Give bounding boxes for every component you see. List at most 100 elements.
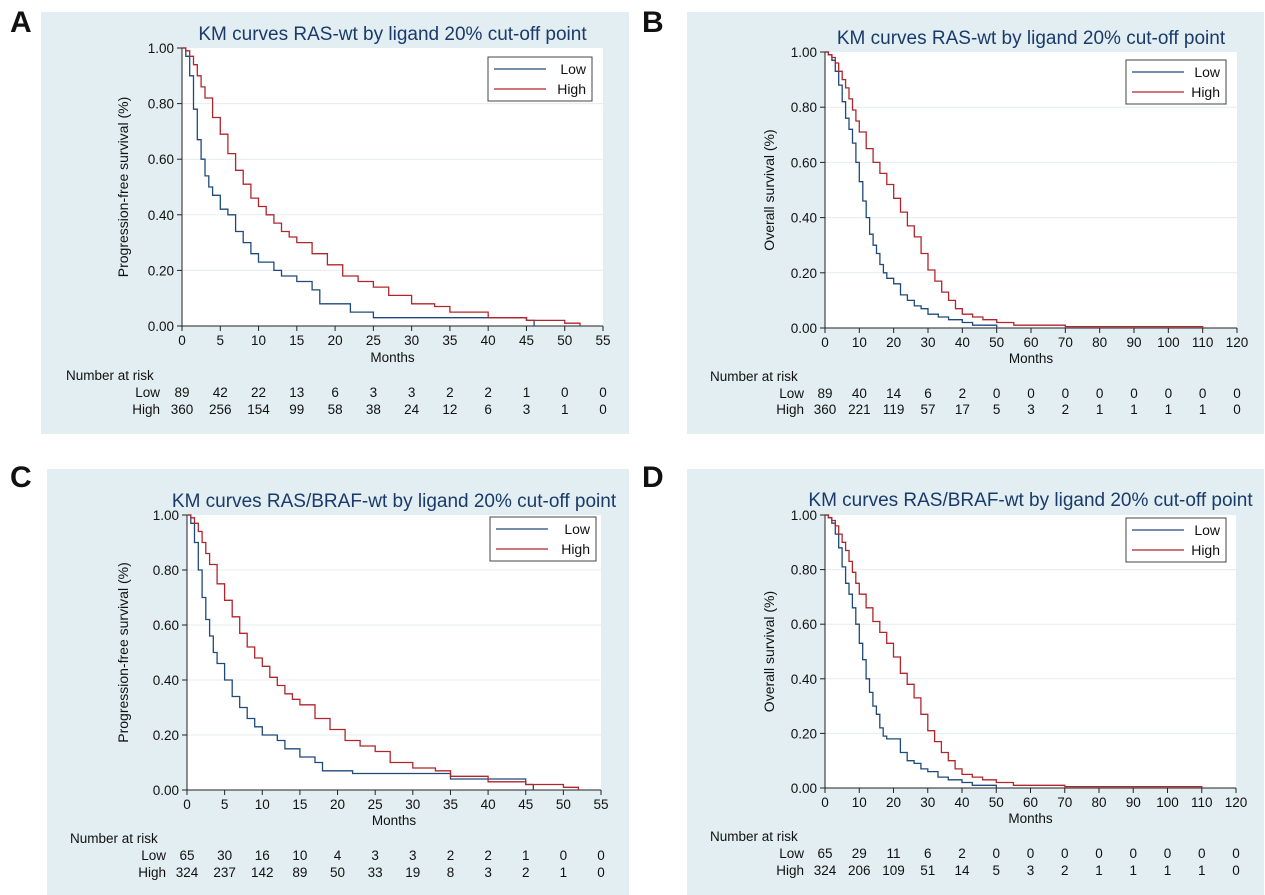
risk-table-heading: Number at risk [66, 368, 154, 383]
risk-value: 324 [176, 865, 199, 880]
y-tick-label: 0.40 [791, 211, 817, 226]
risk-value: 22 [251, 385, 266, 400]
risk-value: 2 [484, 848, 492, 863]
x-tick-label: 60 [1023, 335, 1038, 350]
risk-value: 2 [484, 385, 492, 400]
x-tick-label: 10 [852, 795, 867, 810]
risk-value: 0 [1096, 386, 1104, 401]
chart-title: KM curves RAS-wt by ligand 20% cut-off p… [837, 28, 1226, 49]
risk-value: 2 [959, 386, 967, 401]
y-tick-label: 1.00 [791, 508, 817, 523]
legend-box [1125, 59, 1227, 105]
risk-value: 206 [848, 863, 871, 878]
x-tick-label: 80 [1091, 795, 1106, 810]
risk-value: 0 [1027, 386, 1035, 401]
x-tick-label: 100 [1157, 335, 1180, 350]
y-tick-label: 0.60 [153, 618, 179, 633]
risk-value: 109 [882, 863, 905, 878]
km-chart-a: 0.000.200.400.600.801.000 5 10 15 20 25 30 35 40… [66, 24, 611, 417]
x-tick-label: 0 [821, 335, 829, 350]
risk-value: 12 [442, 402, 457, 417]
risk-value: 1 [561, 402, 569, 417]
risk-value: 154 [247, 402, 270, 417]
risk-value: 8 [447, 865, 455, 880]
legend-label-low: Low [560, 61, 587, 77]
risk-value: 99 [289, 402, 304, 417]
risk-value: 30 [217, 848, 232, 863]
x-tick-label: 45 [518, 797, 533, 812]
panel-letter: B [642, 6, 664, 39]
x-tick-label: 45 [519, 333, 534, 348]
y-tick-label: 1.00 [791, 45, 817, 60]
legend-label-low: Low [1194, 64, 1221, 80]
series-line-high [825, 514, 1203, 788]
x-tick-label: 20 [330, 797, 345, 812]
chart-title: KM curves RAS-wt by ligand 20% cut-off p… [198, 24, 587, 45]
risk-value: 0 [1095, 846, 1103, 861]
legend-box [489, 516, 597, 562]
risk-value: 11 [886, 846, 900, 861]
panel-letter: A [10, 6, 32, 39]
risk-value: 6 [484, 402, 492, 417]
x-tick-label: 40 [481, 797, 496, 812]
risk-value: 2 [446, 385, 454, 400]
x-tick-label: 90 [1126, 335, 1141, 350]
x-tick-label: 0 [183, 797, 191, 812]
y-tick-label: 0.20 [148, 263, 174, 278]
km-chart-d: 0.000.200.400.600.801.000 10 20 30 40 50 60 70 8… [710, 490, 1253, 878]
x-tick-label: 120 [1225, 795, 1248, 810]
legend-box [1125, 517, 1227, 563]
risk-value: 2 [1062, 402, 1070, 417]
risk-value: 1 [523, 385, 531, 400]
x-tick-label: 55 [593, 797, 608, 812]
series-line-low [187, 514, 534, 790]
chart-title: KM curves RAS/BRAF-wt by ligand 20% cut-… [172, 491, 617, 512]
x-tick-label: 90 [1126, 795, 1141, 810]
risk-value: 0 [1232, 863, 1240, 878]
risk-value: 256 [209, 402, 232, 417]
risk-table-heading: Number at risk [710, 369, 798, 384]
x-axis-label: Months [1009, 351, 1054, 366]
risk-value: 1 [1198, 863, 1206, 878]
y-axis-label: Progression-free survival (%) [115, 562, 131, 743]
risk-value: 0 [1061, 846, 1069, 861]
risk-value: 221 [848, 402, 871, 417]
risk-row-label: Low [779, 386, 804, 401]
risk-value: 57 [920, 402, 935, 417]
risk-value: 51 [920, 863, 935, 878]
risk-table-heading: Number at risk [710, 829, 798, 844]
risk-value: 0 [1233, 402, 1241, 417]
x-axis-label: Months [1008, 811, 1053, 826]
y-tick-label: 0.20 [791, 266, 817, 281]
x-tick-label: 50 [989, 795, 1004, 810]
x-tick-label: 80 [1092, 335, 1107, 350]
risk-value: 6 [331, 385, 339, 400]
risk-value: 40 [852, 386, 867, 401]
risk-value: 6 [924, 386, 932, 401]
series-line-low [182, 47, 535, 326]
x-tick-label: 15 [289, 333, 304, 348]
km-chart-c: 0.000.200.400.600.801.000 5 10 15 20 25 30 35 40… [70, 491, 617, 880]
y-tick-label: 0.00 [791, 781, 817, 796]
x-tick-label: 10 [251, 333, 266, 348]
legend-box [487, 56, 593, 102]
risk-value: 3 [409, 848, 417, 863]
risk-value: 0 [1130, 386, 1138, 401]
risk-value: 5 [992, 863, 1000, 878]
risk-value: 16 [255, 848, 270, 863]
risk-value: 0 [599, 402, 607, 417]
series-line-high [187, 514, 580, 790]
risk-value: 0 [1199, 386, 1207, 401]
risk-value: 2 [1061, 863, 1069, 878]
risk-value: 0 [1062, 386, 1070, 401]
risk-value: 1 [1165, 402, 1173, 417]
x-tick-label: 50 [557, 333, 572, 348]
risk-value: 1 [1164, 863, 1172, 878]
x-tick-label: 10 [852, 335, 867, 350]
risk-value: 0 [1129, 846, 1137, 861]
x-tick-label: 60 [1023, 795, 1038, 810]
x-tick-label: 30 [404, 333, 419, 348]
risk-value: 14 [886, 386, 902, 401]
risk-value: 0 [993, 386, 1001, 401]
risk-value: 50 [330, 865, 345, 880]
